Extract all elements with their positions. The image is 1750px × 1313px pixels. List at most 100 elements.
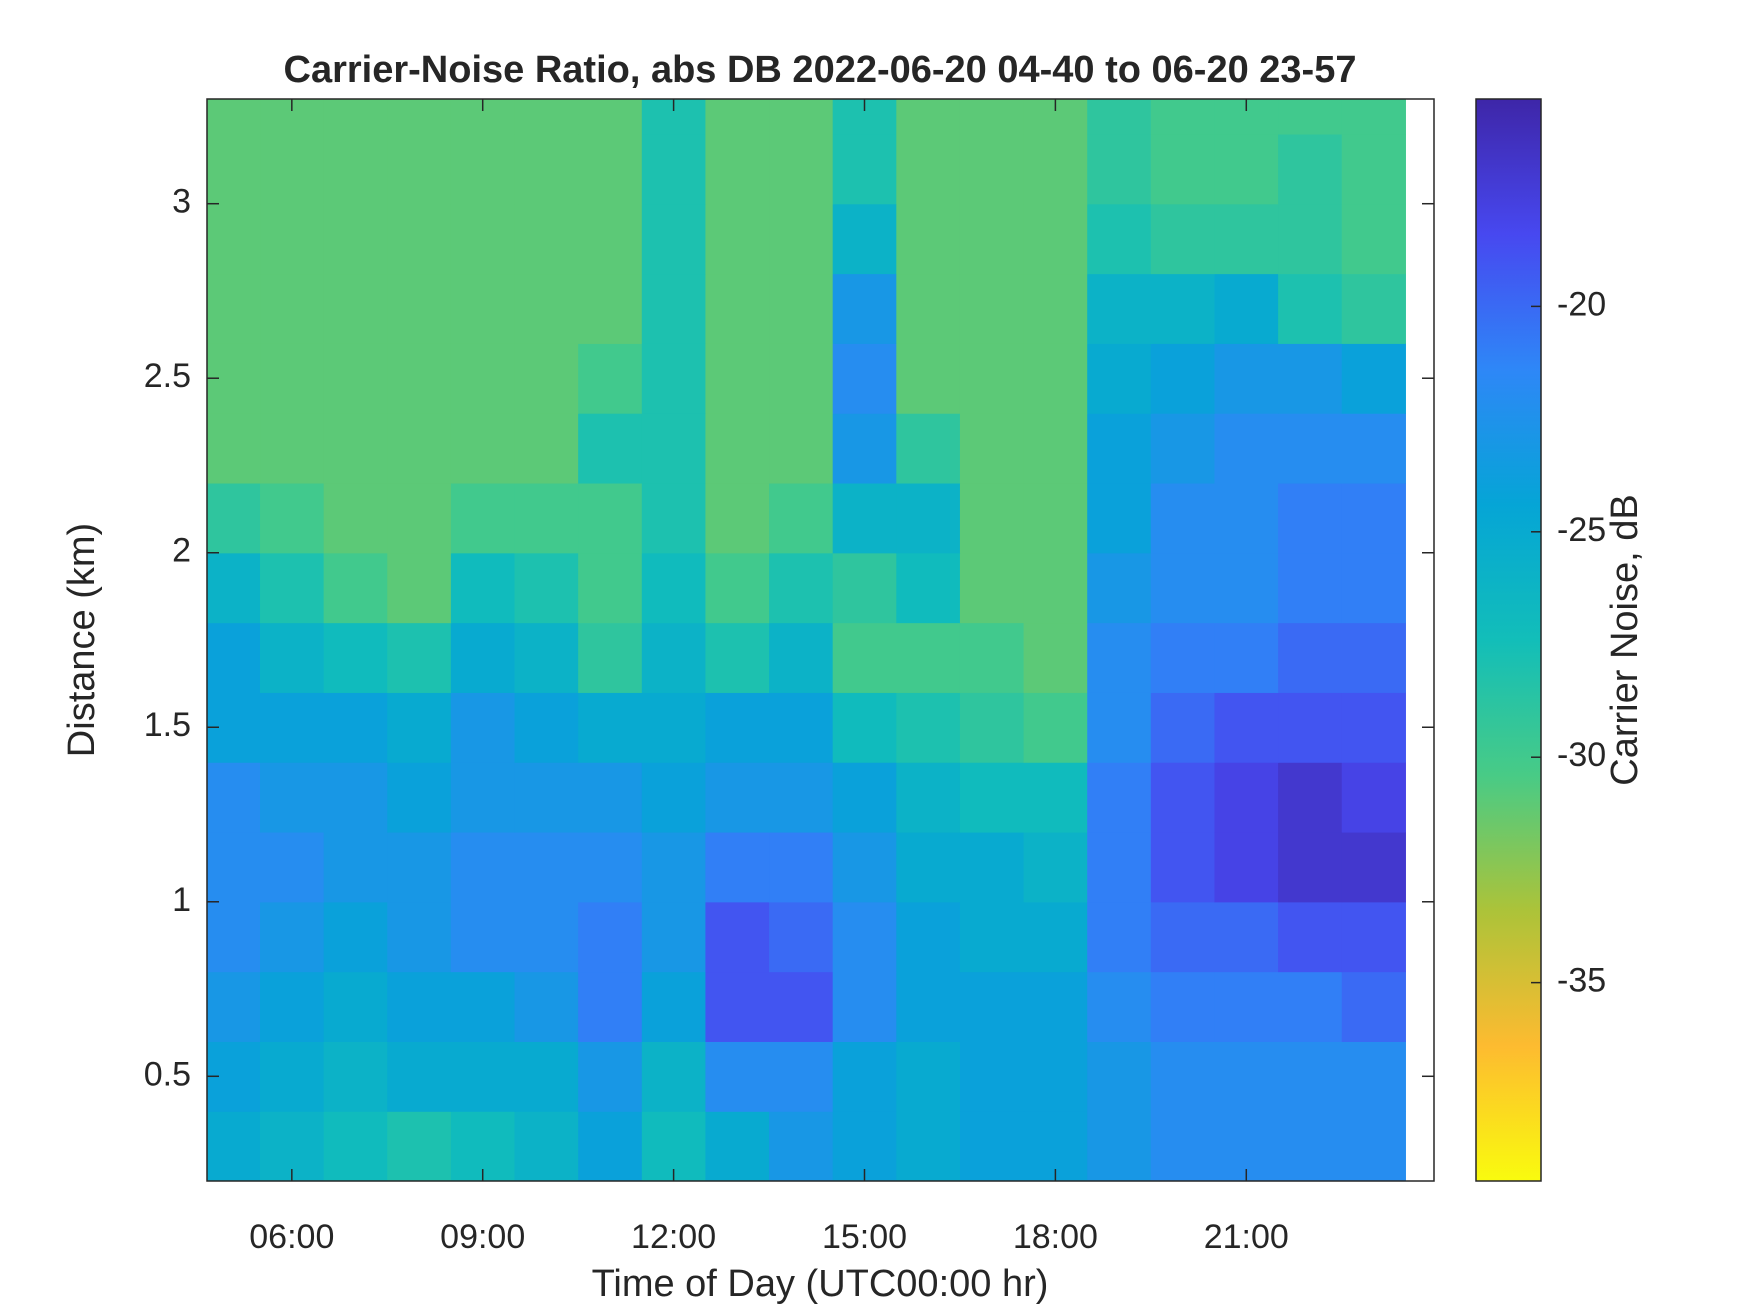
heatmap-cell	[769, 901, 834, 973]
heatmap-cell	[260, 552, 325, 624]
heatmap-cell	[1214, 413, 1279, 484]
heatmap-cell	[387, 273, 452, 344]
heatmap-cell	[207, 831, 261, 903]
heatmap-cell	[769, 1041, 834, 1112]
heatmap-cell	[769, 133, 834, 205]
heatmap-cell	[959, 762, 1025, 833]
heatmap-cell	[1150, 99, 1216, 135]
heatmap-cell	[959, 273, 1025, 344]
heatmap-cell	[1214, 622, 1279, 693]
colorbar-tick-label: -30	[1557, 736, 1606, 774]
heatmap-cell	[1278, 552, 1343, 624]
x-axis-label: Time of Day (UTC00:00 hr)	[592, 1263, 1049, 1305]
heatmap-cell	[514, 1111, 579, 1181]
heatmap-cell	[514, 971, 579, 1042]
heatmap-cell	[705, 831, 770, 903]
heatmap-cell	[387, 831, 452, 903]
heatmap-cell	[769, 552, 834, 624]
heatmap-cell	[207, 133, 261, 205]
heatmap-cell	[514, 133, 579, 205]
heatmap-cell	[832, 552, 897, 624]
heatmap-cell	[578, 343, 643, 414]
heatmap-cell	[1087, 133, 1152, 205]
heatmap-cell	[641, 133, 707, 205]
heatmap-cell	[1150, 203, 1216, 275]
heatmap-cell	[450, 413, 516, 484]
heatmap-cell	[896, 901, 961, 973]
heatmap-cell	[323, 133, 388, 205]
y-tick-label: 2.5	[144, 357, 191, 395]
heatmap-cell	[260, 622, 325, 693]
heatmap-cell	[207, 203, 261, 275]
heatmap-cell	[1341, 552, 1406, 624]
heatmap-cell	[1278, 692, 1343, 763]
heatmap-cell	[207, 971, 261, 1042]
heatmap-cell	[323, 692, 388, 763]
heatmap-cell	[896, 273, 961, 344]
heatmap-cell	[1278, 971, 1343, 1042]
heatmap-cell	[896, 692, 961, 763]
heatmap-cell	[1087, 413, 1152, 484]
heatmap-cell	[1023, 831, 1088, 903]
heatmap-cell	[514, 413, 579, 484]
heatmap-cell	[514, 692, 579, 763]
heatmap-cell	[832, 831, 897, 903]
heatmap-cell	[323, 1041, 388, 1112]
heatmap-cell	[1278, 343, 1343, 414]
heatmap-cell	[959, 203, 1025, 275]
heatmap-cell	[323, 99, 388, 135]
y-tick-label: 0.5	[144, 1055, 191, 1093]
x-tick-label: 15:00	[822, 1218, 907, 1256]
heatmap-cell	[1023, 622, 1088, 693]
heatmap-cell	[1278, 762, 1343, 833]
heatmap-cell	[1278, 482, 1343, 554]
heatmap-cell	[705, 273, 770, 344]
heatmap-cell	[578, 901, 643, 973]
y-tick-label: 1	[172, 881, 191, 919]
heatmap-cell	[1341, 133, 1406, 205]
heatmap-cell	[260, 692, 325, 763]
heatmap-cell	[260, 831, 325, 903]
heatmap-cell	[1087, 831, 1152, 903]
heatmap-cell	[1214, 692, 1279, 763]
heatmap-cell	[1087, 1041, 1152, 1112]
heatmap-cell	[896, 622, 961, 693]
heatmap-cell	[832, 762, 897, 833]
heatmap-cell	[1087, 482, 1152, 554]
heatmap-cell	[514, 99, 579, 135]
heatmap-cell	[959, 482, 1025, 554]
heatmap-cell	[705, 552, 770, 624]
heatmap-cell	[705, 692, 770, 763]
heatmap-cell	[1023, 692, 1088, 763]
heatmap-cell	[387, 1041, 452, 1112]
heatmap-cell	[323, 971, 388, 1042]
heatmap-cell	[959, 692, 1025, 763]
heatmap-cell	[260, 971, 325, 1042]
heatmap-cell	[207, 413, 261, 484]
heatmap-cell	[641, 971, 707, 1042]
heatmap-cell	[959, 413, 1025, 484]
heatmap-cell	[1087, 1111, 1152, 1181]
heatmap-cell	[387, 971, 452, 1042]
heatmap-cell	[769, 831, 834, 903]
heatmap-cell	[705, 343, 770, 414]
heatmap-cell	[450, 901, 516, 973]
heatmap-cell	[832, 971, 897, 1042]
heatmap-cell	[1150, 343, 1216, 414]
heatmap-cell	[1341, 762, 1406, 833]
heatmap-cell	[1150, 133, 1216, 205]
heatmap-cell	[959, 552, 1025, 624]
heatmap-cell	[450, 552, 516, 624]
heatmap-cell	[387, 203, 452, 275]
y-tick-label: 2	[172, 532, 191, 570]
heatmap-cell	[1087, 99, 1152, 135]
heatmap-cell	[207, 622, 261, 693]
heatmap-cell	[323, 343, 388, 414]
heatmap-cell	[323, 482, 388, 554]
heatmap-cell	[207, 762, 261, 833]
x-tick-label: 21:00	[1204, 1218, 1289, 1256]
heatmap-cell	[769, 762, 834, 833]
heatmap-cell	[323, 762, 388, 833]
heatmap-cell	[832, 901, 897, 973]
